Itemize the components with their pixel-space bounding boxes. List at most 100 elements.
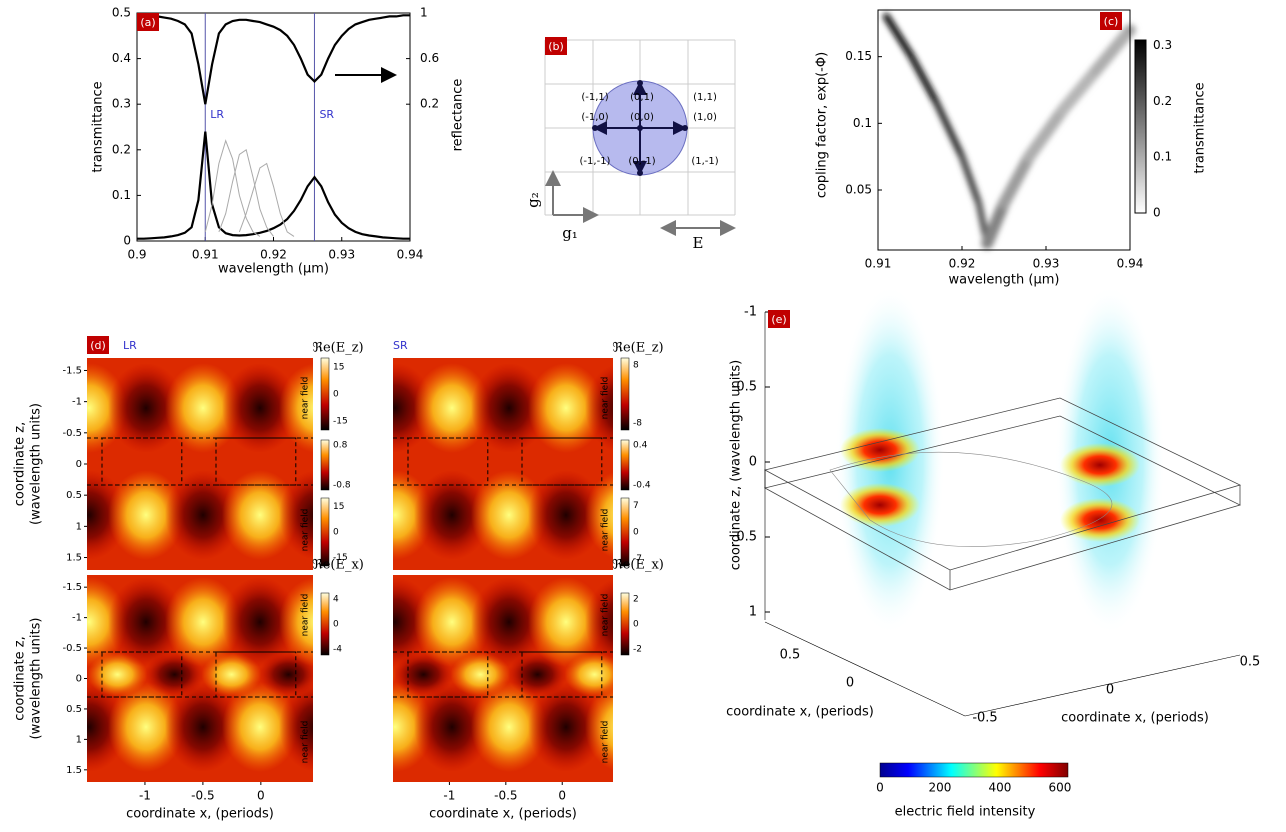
slab-wireframe: [829, 451, 1113, 547]
panel-label: (e): [771, 313, 786, 326]
field-lobe: [414, 577, 490, 667]
z-tick-label: 0: [749, 455, 757, 470]
field-lobe: [414, 470, 490, 560]
ridge-segment: [1090, 24, 1136, 76]
order-label: (1,0): [693, 112, 717, 123]
x-axis-label: wavelength (μm): [218, 262, 329, 277]
colorbar-tick-label: -0.4: [633, 481, 651, 491]
panel-label: (b): [548, 40, 564, 53]
field-map: [87, 358, 313, 570]
order-label: (-1,0): [581, 112, 608, 123]
g1-label: g₁: [562, 224, 578, 242]
ridge-box: [521, 651, 603, 698]
field-lobe: [471, 470, 547, 560]
annotation: near field: [301, 377, 311, 420]
order-label: (0,-1): [628, 156, 655, 167]
y2-tick-label: 0.6: [420, 51, 439, 65]
ridge-box: [215, 651, 297, 698]
annotation: near field: [601, 509, 611, 552]
colorbar: [620, 439, 630, 491]
field-lobe: [585, 471, 613, 559]
y-tick-label: 0.05: [845, 183, 872, 197]
colorbar-tick-label: 0: [333, 528, 339, 538]
field-lobe: [222, 577, 298, 667]
ridge-box: [636, 438, 716, 485]
colorbar: [620, 497, 630, 567]
e-label: E: [693, 234, 704, 252]
field-lobe: [471, 682, 547, 772]
field-lobe: [471, 363, 547, 453]
series-line: [204, 139, 261, 237]
marker-label: SR: [319, 108, 334, 121]
field-lobe: [316, 653, 376, 697]
x-tick-label: -1: [139, 789, 151, 803]
colorbar-tick-label: -4: [333, 644, 342, 654]
ridge-box: [636, 652, 716, 697]
field-hotspot: [840, 483, 920, 527]
field-hotspot: [840, 428, 920, 472]
x-axis-label: wavelength (μm): [949, 273, 1060, 288]
series-line: [238, 162, 295, 237]
field-lobe: [414, 363, 490, 453]
colorbar-tick-label: 0: [633, 620, 639, 630]
ridge-segment: [908, 53, 941, 107]
field-lobe: [165, 363, 241, 453]
x-tick-label: -0.5: [191, 789, 214, 803]
field-lobe: [642, 363, 718, 453]
y-tick-label: -1: [72, 613, 82, 624]
x-axis: [764, 621, 966, 717]
panel-label: (c): [1104, 15, 1119, 28]
x-tick-label: 0.94: [397, 248, 424, 262]
colorbar-tick-label: 0: [333, 620, 339, 630]
y-axis-label: coordinate z,: [13, 636, 28, 720]
colorbar-tick-label: -2: [633, 644, 642, 654]
y-axis-label: coordinate x, (periods): [1061, 711, 1209, 726]
panel-label-box: [768, 310, 790, 328]
x-tick-label: 0.5: [780, 648, 801, 663]
y-axis-label: copling factor, exp(-Φ): [815, 52, 830, 198]
x-tick-label: 0: [257, 789, 265, 803]
field-lobe: [642, 470, 718, 560]
y-tick-label: 0.2: [112, 142, 131, 156]
order-dot: [637, 125, 643, 131]
order-label: (1,-1): [691, 156, 718, 167]
y-tick-label: 0: [76, 674, 82, 685]
colorbar-tick-label: 0: [633, 528, 639, 538]
field-lobe: [279, 577, 313, 667]
order-label: (-1,-1): [580, 156, 611, 167]
colorbar: [620, 357, 630, 431]
y-tick-label: -1: [72, 397, 82, 408]
y-tick-label: 1.5: [66, 765, 82, 776]
field-lobe: [679, 653, 739, 697]
annotation: near field: [601, 594, 611, 637]
order-label: (-1,1): [581, 92, 608, 103]
y-tick-label: 1: [76, 521, 82, 532]
order-label: (0,0): [630, 112, 654, 123]
colorbar: [320, 357, 330, 431]
y-tick-label: 0.5: [1240, 655, 1261, 670]
order-label: (1,1): [693, 92, 717, 103]
series-line: [137, 14, 410, 105]
annotation: near field: [601, 721, 611, 764]
field-lobe: [279, 470, 313, 560]
x-axis-label: coordinate x, (periods): [429, 807, 577, 822]
colorbar-label: transmittance: [1193, 82, 1208, 173]
field-hotspot: [1060, 443, 1140, 487]
field-label: ℜe(E_z): [312, 341, 363, 356]
colorbar-tick-label: 0: [333, 390, 339, 400]
y-axis-label: (wavelength units): [29, 403, 44, 525]
order-dot: [682, 125, 688, 131]
field-lobe: [108, 363, 184, 453]
field-lobe: [108, 577, 184, 667]
y-tick-label: -0.5: [62, 643, 82, 654]
y-tick-label: 0.15: [845, 49, 872, 63]
y-tick-label: 1.5: [66, 553, 82, 564]
field-lobe: [585, 578, 613, 666]
ridge-box: [101, 651, 183, 698]
ridge-segment: [958, 153, 983, 207]
field-lobe: [471, 577, 547, 667]
field-lobe: [222, 470, 298, 560]
colorbar-tick-label: 0.4: [633, 441, 648, 451]
colorbar-tick-label: -8: [633, 418, 642, 428]
y2-tick-label: 0.2: [420, 97, 439, 111]
